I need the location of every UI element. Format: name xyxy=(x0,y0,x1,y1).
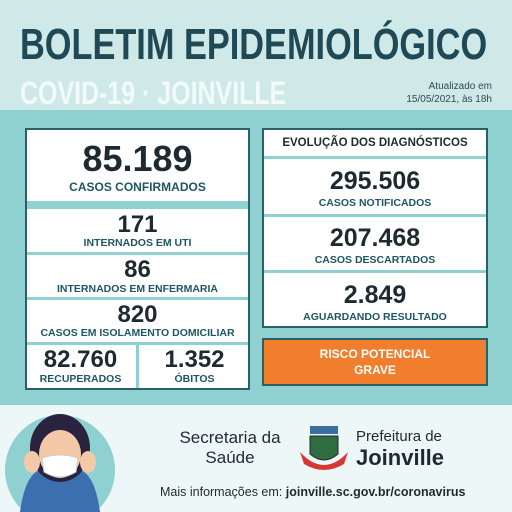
stat-value: 171 xyxy=(117,211,158,238)
separator xyxy=(27,252,248,255)
hand xyxy=(80,451,96,473)
stat-value: 295.506 xyxy=(329,167,421,195)
separator xyxy=(264,270,486,273)
stat-value: 2.849 xyxy=(343,281,407,309)
stat-label: CASOS DESCARTADOS xyxy=(314,254,436,266)
separator xyxy=(264,156,486,159)
illustration xyxy=(5,414,115,512)
separator xyxy=(264,214,486,217)
prefeitura-name: Joinville xyxy=(356,445,445,470)
stat-value: 82.760 xyxy=(43,346,118,373)
stat-label: AGUARDANDO RESULTADO xyxy=(303,311,447,323)
prefeitura-label: Prefeitura de xyxy=(356,428,442,445)
separator xyxy=(136,345,139,388)
stat-label: RECUPERADOS xyxy=(39,373,122,385)
mask xyxy=(41,454,79,478)
stat-label: CASOS EM ISOLAMENTO DOMICILIAR xyxy=(40,327,235,339)
stat-value: 207.468 xyxy=(329,224,421,252)
secretaria: Secretaria da Saúde xyxy=(165,428,295,468)
stat-label: CASOS CONFIRMADOS xyxy=(69,180,206,194)
update-date: 15/05/2021, às 18h xyxy=(406,94,492,105)
logo-ribbon xyxy=(300,452,348,470)
logo-shield xyxy=(309,435,339,461)
separator xyxy=(27,342,248,345)
separator xyxy=(27,201,248,209)
stat-label: ÓBITOS xyxy=(174,373,215,385)
update-label: Atualizado em xyxy=(428,81,492,92)
stat-label: CASOS NOTIFICADOS xyxy=(318,197,432,209)
hand xyxy=(24,451,40,473)
subtitle: COVID-19 · JOINVILLE xyxy=(20,75,287,111)
risk-box xyxy=(262,338,488,386)
stat-value: 820 xyxy=(117,301,158,328)
risk-line: RISCO POTENCIAL xyxy=(319,347,431,361)
stat-value: 85.189 xyxy=(82,138,193,179)
logo-crown xyxy=(310,426,338,434)
more-info: Mais informações em: joinville.sc.gov.br… xyxy=(160,485,465,499)
right-panel xyxy=(262,128,488,328)
link[interactable]: joinville.sc.gov.br/coronavirus xyxy=(285,485,466,499)
update-info: Atualizado em 15/05/2021, às 18h xyxy=(360,80,492,106)
stat-label: INTERNADOS EM UTI xyxy=(83,237,192,249)
stat-label: INTERNADOS EM ENFERMARIA xyxy=(56,283,218,295)
title: BOLETIM EPIDEMIOLÓGICO xyxy=(20,20,488,69)
more-info-label: Mais informações em: xyxy=(160,485,283,499)
risk-line: GRAVE xyxy=(354,363,396,377)
panel-heading: EVOLUÇÃO DOS DIAGNÓSTICOS xyxy=(282,137,468,149)
shirt xyxy=(20,470,100,512)
secretaria-line: Secretaria da xyxy=(179,428,281,447)
separator xyxy=(27,297,248,300)
secretaria-line: Saúde xyxy=(205,448,255,467)
stat-value: 86 xyxy=(124,256,151,283)
logo xyxy=(300,426,348,470)
risk-text: RISCO POTENCIAL GRAVE xyxy=(262,346,488,378)
stat-value: 1.352 xyxy=(164,346,225,373)
